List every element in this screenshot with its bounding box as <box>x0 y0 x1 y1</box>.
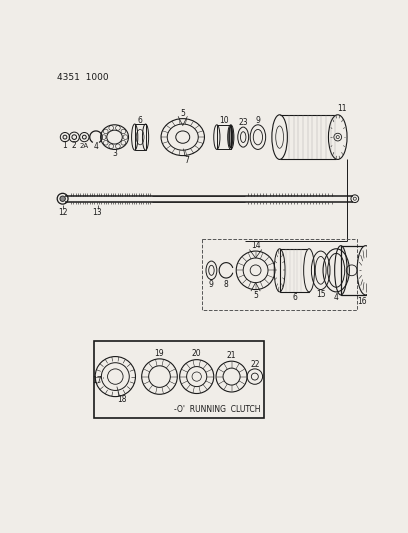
Ellipse shape <box>357 246 374 295</box>
Text: 11: 11 <box>337 104 346 113</box>
Text: 21: 21 <box>227 351 236 360</box>
Text: 20: 20 <box>192 349 202 358</box>
Text: 10: 10 <box>219 116 228 125</box>
Bar <box>279 249 309 292</box>
Bar <box>341 246 366 295</box>
Text: 2: 2 <box>72 141 77 150</box>
Text: 12: 12 <box>58 208 67 217</box>
Bar <box>93 341 264 418</box>
Circle shape <box>60 196 65 201</box>
Text: 7: 7 <box>184 156 189 165</box>
Text: 5: 5 <box>253 291 258 300</box>
Text: 2A: 2A <box>80 143 89 149</box>
Ellipse shape <box>304 249 315 292</box>
Bar <box>217 125 231 149</box>
Text: 4351  1000: 4351 1000 <box>57 73 109 82</box>
Text: 1: 1 <box>62 141 67 150</box>
Text: 18: 18 <box>117 395 126 404</box>
Text: 9: 9 <box>255 116 260 125</box>
Text: 8: 8 <box>224 280 228 289</box>
Text: 4: 4 <box>93 142 98 151</box>
Ellipse shape <box>328 115 347 159</box>
Text: 4: 4 <box>334 293 339 302</box>
Text: 5: 5 <box>180 109 185 118</box>
Bar <box>135 124 146 150</box>
Text: 6: 6 <box>137 116 142 125</box>
Text: 16: 16 <box>357 297 366 305</box>
Text: 17: 17 <box>93 376 102 385</box>
Text: 15: 15 <box>316 290 326 300</box>
Text: 9: 9 <box>209 280 214 289</box>
Text: 14: 14 <box>251 241 260 250</box>
Text: 19: 19 <box>155 349 164 358</box>
Text: 6: 6 <box>293 293 297 302</box>
Text: 22: 22 <box>250 360 259 369</box>
Text: 23: 23 <box>238 118 248 127</box>
Bar <box>202 239 357 310</box>
Text: 3: 3 <box>112 149 117 158</box>
Text: -O'  RUNNING  CLUTCH: -O' RUNNING CLUTCH <box>174 405 260 414</box>
Text: 13: 13 <box>93 208 102 217</box>
